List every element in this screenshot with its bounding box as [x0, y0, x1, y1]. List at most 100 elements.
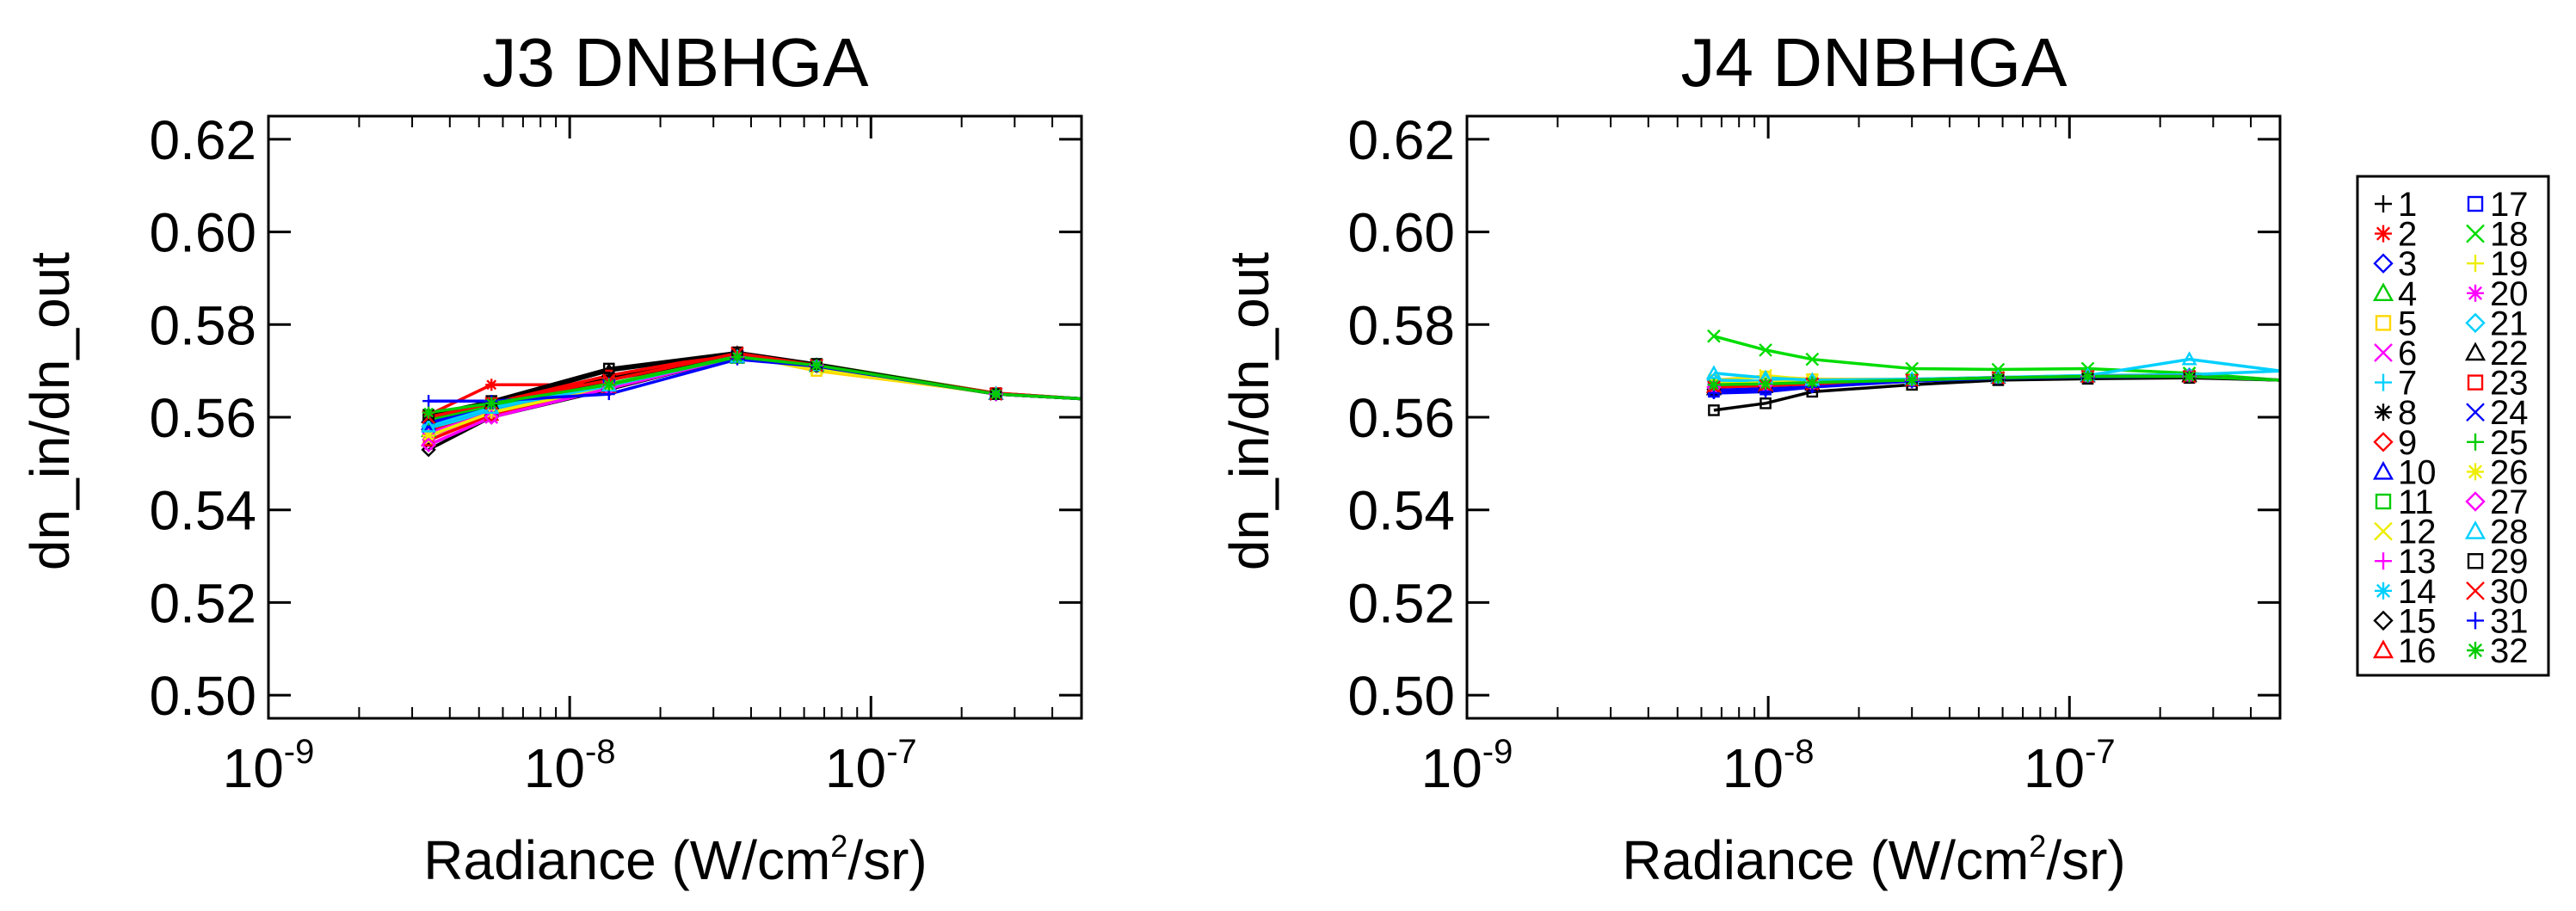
y-tick-label: 0.58: [149, 294, 256, 356]
legend: 1234567891011121314151617181920212223242…: [2356, 175, 2550, 677]
legend-item: 19: [2467, 245, 2529, 283]
legend-label: 16: [2398, 632, 2437, 670]
legend-label: 30: [2490, 573, 2529, 611]
axis-ticks: 0.50 0.52 0.54 0.56 0.58 0.60 0.62 10-9 10-8 10-7: [149, 109, 1082, 799]
data-point: [1707, 329, 1721, 343]
data-point: [485, 379, 498, 391]
legend-item: 24: [2466, 394, 2529, 432]
legend-marker: [2467, 255, 2484, 273]
legend-marker: [2372, 282, 2394, 301]
legend-item: 32: [2467, 632, 2529, 670]
legend-marker: [2464, 520, 2487, 539]
legend-marker: [2465, 312, 2486, 334]
data-point: [422, 406, 435, 419]
legend-item: 8: [2375, 394, 2417, 432]
data-point: [1707, 379, 1720, 391]
legend-marker: [2375, 373, 2392, 391]
legend-marker: [2375, 493, 2392, 510]
chart-title: J4 DNBHGA: [1681, 24, 2068, 101]
y-tick-label: 0.60: [149, 202, 256, 264]
data-point: [2081, 370, 2094, 383]
legend-label: 13: [2398, 543, 2437, 581]
legend-label: 17: [2490, 186, 2529, 224]
legend-item: 9: [2373, 424, 2417, 462]
legend-marker: [2467, 433, 2484, 451]
y-tick-label: 0.62: [1347, 109, 1455, 171]
legend-item: 23: [2467, 365, 2529, 403]
data-point: [1705, 365, 1722, 379]
data-point: [1805, 352, 1820, 366]
legend-marker: [2375, 582, 2392, 600]
legend-label: 18: [2490, 216, 2529, 254]
data-point: [485, 397, 498, 409]
legend-marker: [2374, 521, 2393, 541]
y-tick-label: 0.50: [149, 665, 256, 727]
legend-marker: [2375, 403, 2392, 422]
legend-label: 2: [2398, 216, 2417, 254]
legend-label: 15: [2398, 602, 2437, 640]
legend-label: 8: [2398, 394, 2417, 432]
legend-item: 26: [2467, 453, 2529, 491]
legend-marker: [2373, 610, 2394, 631]
legend-item: 12: [2374, 514, 2437, 551]
x-tick-label: 10-8: [524, 733, 616, 799]
legend-label: 23: [2490, 365, 2529, 403]
plot-frame: [1465, 114, 2282, 720]
legend-label: 27: [2490, 483, 2529, 521]
legend-item: 18: [2466, 216, 2529, 254]
legend-label: 31: [2490, 602, 2529, 640]
y-tick-label: 0.52: [1347, 572, 1455, 634]
legend-label: 1: [2398, 186, 2417, 224]
y-axis-label: dn_in/dn_out: [1218, 252, 1280, 570]
y-tick-label: 0.50: [1347, 665, 1455, 727]
data-point: [484, 409, 499, 425]
plot-frame: [267, 114, 1083, 720]
legend-item: 27: [2465, 483, 2529, 521]
legend-item: 15: [2373, 602, 2437, 640]
legend-item: 31: [2467, 602, 2529, 640]
legend-label: 21: [2490, 305, 2529, 342]
legend-marker: [2372, 639, 2394, 659]
series-lines: [1713, 335, 2280, 412]
legend-label: 19: [2490, 245, 2529, 283]
legend-marker: [2467, 284, 2484, 302]
legend-item: 2: [2375, 216, 2417, 254]
legend-box: [2356, 175, 2550, 677]
legend-item: 17: [2467, 186, 2529, 224]
y-tick-label: 0.56: [1347, 387, 1455, 449]
x-axis-label: Radiance (W/cm2/sr): [1622, 828, 2125, 891]
series-markers: [1705, 329, 2197, 416]
data-point: [1759, 397, 1772, 409]
data-point: [1992, 372, 2005, 385]
data-point: [1759, 343, 1772, 357]
chart-panel-j3: J3 DNBHGA dn_in/dn_out Radiance (W/cm2/s…: [19, 24, 1083, 891]
x-tick-label: 10-7: [825, 733, 917, 799]
x-tick-label: 10-8: [1722, 733, 1815, 799]
legend-marker: [2466, 403, 2485, 422]
legend-label: 25: [2490, 424, 2529, 462]
legend-item: 29: [2467, 543, 2529, 581]
legend-item: 3: [2373, 245, 2417, 283]
x-axis-label: Radiance (W/cm2/sr): [423, 828, 927, 891]
axis-ticks: 0.50 0.52 0.54 0.56 0.58 0.60 0.62 10-9 10-8 10-7: [1347, 109, 2281, 799]
legend-marker: [2467, 553, 2484, 569]
legend-label: 28: [2490, 514, 2529, 551]
legend-label: 12: [2398, 514, 2437, 551]
y-tick-label: 0.62: [149, 109, 256, 171]
data-point: [730, 351, 743, 363]
legend-item: 21: [2465, 305, 2529, 342]
legend-label: 22: [2490, 335, 2529, 372]
legend-marker: [2375, 225, 2392, 243]
legend-label: 11: [2398, 483, 2434, 521]
legend-marker: [2467, 374, 2484, 391]
legend-item: 7: [2375, 365, 2417, 403]
legend-items: 1234567891011121314151617181920212223242…: [2372, 186, 2529, 670]
legend-label: 20: [2490, 275, 2529, 313]
legend-item: 20: [2467, 275, 2529, 313]
legend-item: 13: [2375, 543, 2437, 581]
data-point: [421, 418, 437, 433]
legend-label: 10: [2398, 453, 2437, 491]
data-point: [2181, 351, 2197, 366]
legend-item: 10: [2372, 453, 2437, 491]
data-point: [1708, 404, 1720, 416]
